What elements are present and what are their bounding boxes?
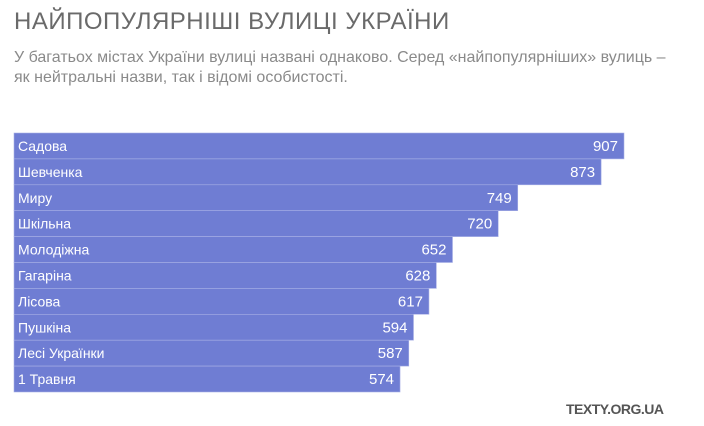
bar — [13, 365, 401, 393]
category-label: Шевченка — [18, 164, 83, 180]
bar — [13, 210, 499, 237]
value-label: 749 — [487, 190, 512, 207]
value-label: 574 — [369, 371, 394, 388]
category-label: Пушкіна — [18, 319, 71, 335]
bar — [13, 262, 437, 289]
value-label: 652 — [421, 242, 446, 259]
value-label: 720 — [467, 216, 492, 233]
bar — [13, 236, 453, 263]
value-label: 628 — [405, 268, 430, 285]
category-label: Садова — [18, 138, 67, 154]
category-label: Гагаріна — [18, 268, 72, 284]
category-label: Лесі Українки — [18, 345, 105, 361]
bar — [13, 339, 410, 367]
bar — [13, 288, 430, 315]
category-label: Молодіжна — [18, 242, 89, 258]
chart-title: НАЙПОПУЛЯРНІШІ ВУЛИЦІ УКРАЇНИ — [14, 8, 450, 35]
category-label: Миру — [18, 190, 52, 206]
value-label: 873 — [570, 164, 595, 181]
bar — [13, 132, 625, 160]
brand-logo: TEXTY.ORG.UA — [566, 401, 664, 417]
bar — [13, 158, 602, 186]
category-label: Лісова — [18, 293, 61, 309]
category-label: Шкільна — [18, 216, 71, 232]
bar — [13, 184, 519, 212]
value-label: 587 — [378, 345, 403, 362]
value-label: 907 — [593, 138, 618, 155]
value-label: 594 — [382, 319, 407, 336]
chart-subtitle: У багатьох містах України вулиці названі… — [14, 49, 666, 86]
category-label: 1 Травня — [18, 371, 76, 387]
value-label: 617 — [398, 293, 423, 310]
bar — [13, 313, 414, 341]
